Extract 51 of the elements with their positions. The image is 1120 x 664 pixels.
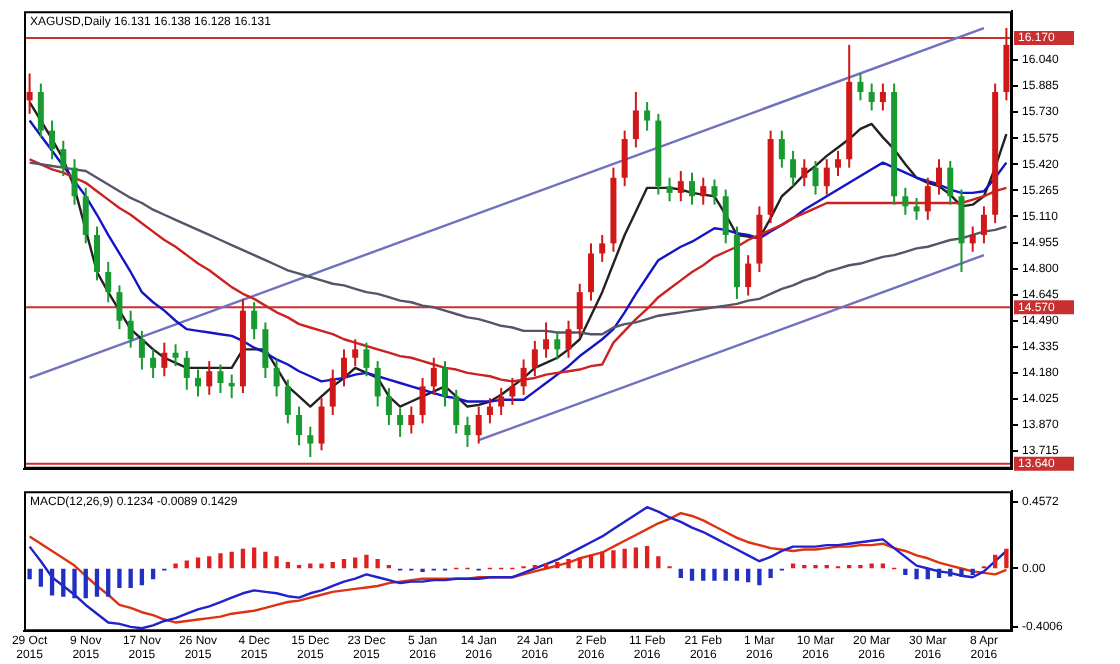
bar <box>308 563 313 569</box>
bar <box>869 563 874 569</box>
bar <box>543 563 549 569</box>
bar <box>734 568 740 581</box>
bar <box>128 568 133 589</box>
bar <box>263 551 268 569</box>
bar <box>139 568 145 586</box>
bar <box>633 547 639 569</box>
bar <box>218 553 223 569</box>
bar <box>588 554 594 569</box>
bar <box>252 547 257 569</box>
bar <box>723 568 728 581</box>
bar <box>993 554 998 569</box>
bar <box>49 568 55 596</box>
bar <box>880 563 886 569</box>
bar <box>1004 548 1009 569</box>
bar <box>656 556 661 569</box>
bar <box>106 568 111 597</box>
bar <box>622 548 627 569</box>
bar <box>600 551 605 569</box>
bar <box>701 568 706 581</box>
bar <box>566 559 571 569</box>
bar <box>341 559 347 569</box>
bar <box>689 568 695 581</box>
bar <box>712 568 717 581</box>
bar <box>207 556 212 569</box>
bar <box>72 568 77 599</box>
bar <box>644 545 650 569</box>
bar <box>914 568 919 580</box>
bar <box>61 568 66 597</box>
bar <box>611 550 616 569</box>
bar <box>790 563 796 569</box>
bar <box>903 568 908 575</box>
bar <box>38 568 43 587</box>
bar <box>768 568 773 578</box>
bar <box>27 568 32 580</box>
bar <box>319 563 324 569</box>
bar <box>240 548 246 569</box>
bar <box>229 551 234 569</box>
bar <box>117 568 122 589</box>
bar <box>274 556 279 569</box>
bar <box>678 568 683 578</box>
bar <box>364 554 369 569</box>
bar <box>94 568 100 597</box>
bar <box>83 568 88 599</box>
bar <box>746 568 751 583</box>
bar <box>375 559 380 569</box>
bar <box>757 568 762 586</box>
bar <box>936 568 942 578</box>
bar <box>173 563 178 569</box>
bar <box>959 568 964 577</box>
